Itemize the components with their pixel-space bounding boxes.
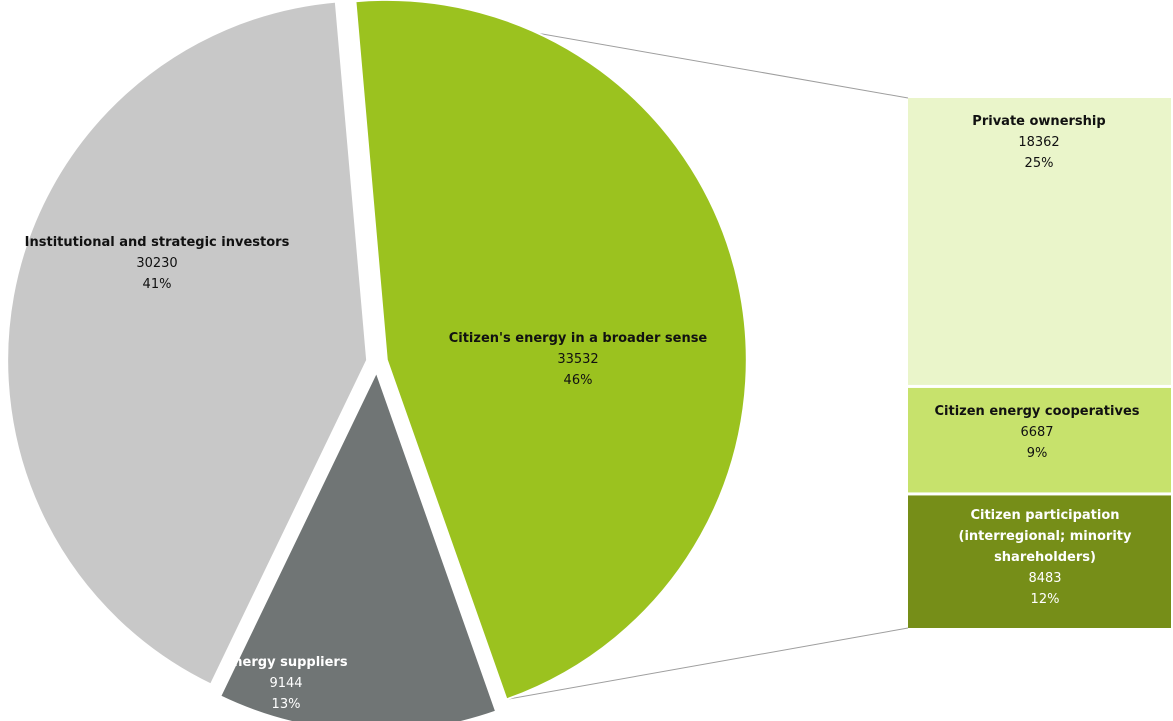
bar-label-private-ownership: Private ownership 18362 25% bbox=[972, 114, 1105, 171]
bar-segment-private-ownership bbox=[908, 98, 1171, 385]
data-labels: Citizen's energy in a broader sense 33532… bbox=[25, 114, 1140, 712]
slice-citizen-s-energy-in-a-broader-sense bbox=[354, 0, 748, 701]
label-energy-suppliers: Energy suppliers 9144 13% bbox=[224, 655, 347, 712]
bar-segment-citizen-energy-cooperatives bbox=[908, 387, 1171, 493]
bar-label-citizen-energy-cooperatives: Citizen energy cooperatives 6687 9% bbox=[934, 404, 1139, 461]
connector-line-bottom bbox=[506, 627, 909, 700]
bar-label-citizen-participation: Citizen participation (interregional; min… bbox=[959, 508, 1132, 607]
slice-institutional-and-strategic-investors bbox=[6, 0, 369, 686]
bar-segment-citizen-participation bbox=[908, 495, 1171, 628]
label-citizen-s-energy-in-a-broader-sense: Citizen's energy in a broader sense 33532… bbox=[449, 331, 708, 388]
label-institutional-and-strategic-investors: Institutional and strategic investors 302… bbox=[25, 235, 290, 292]
breakdown-bar bbox=[908, 98, 1171, 628]
slice-energy-suppliers bbox=[218, 369, 498, 721]
pie-slices bbox=[6, 0, 748, 721]
